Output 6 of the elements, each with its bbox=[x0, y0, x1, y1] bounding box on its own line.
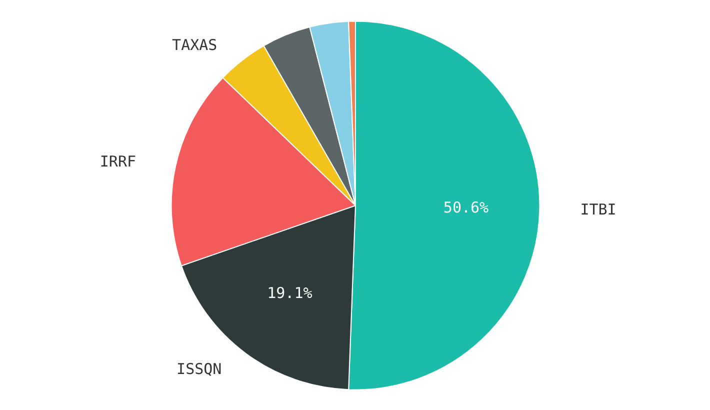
slice-label: IRRF bbox=[100, 152, 136, 171]
slice-label: TAXAS bbox=[172, 36, 218, 54]
slice-label: ISSQN bbox=[176, 360, 222, 378]
data-label: 50.6% bbox=[443, 198, 489, 217]
data-label: 19.1% bbox=[267, 284, 312, 302]
slice-label: ITBI bbox=[580, 200, 616, 218]
